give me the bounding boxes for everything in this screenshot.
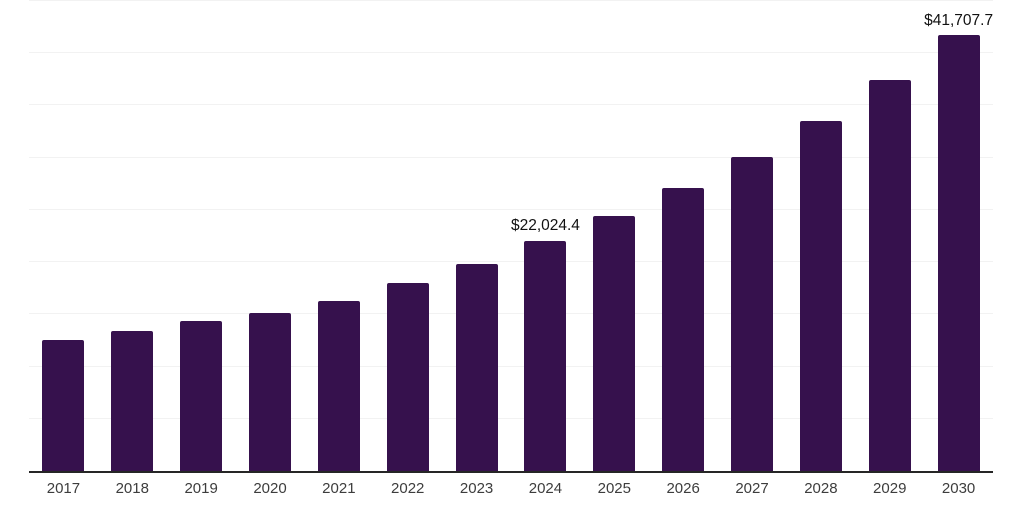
gridline-45000 [29, 0, 993, 1]
bar-2020 [249, 313, 291, 471]
gridline-10000 [29, 365, 993, 367]
x-axis-label-2023: 2023 [459, 480, 494, 497]
bar-2024 [524, 240, 567, 471]
bar-value-label-2024: $22,024.4 [510, 217, 580, 235]
bar-band-2028 [786, 0, 855, 471]
x-axis-label-2025: 2025 [597, 480, 631, 497]
bar-band-2026 [649, 0, 718, 471]
bar-value-label-2030: $41,707.7 [924, 11, 994, 29]
gridline-15000 [29, 313, 993, 315]
gridline-25000 [29, 208, 993, 210]
plot-area: $22,024.4 $41,707.7 [29, 0, 993, 473]
x-axis-label-2027: 2027 [735, 480, 769, 497]
x-axis-label-2030: 2030 [941, 480, 976, 497]
bar-band-2020 [236, 0, 305, 471]
bar-2022 [386, 283, 429, 471]
x-axis-label-2017: 2017 [46, 480, 81, 497]
bar-2029 [868, 80, 911, 471]
x-axis-label-2029: 2029 [873, 480, 907, 497]
gridline-40000 [29, 52, 993, 54]
x-axis-label-2024: 2024 [528, 480, 563, 497]
bar-band-2017 [29, 0, 98, 471]
bar-band-2019 [167, 0, 236, 471]
x-axis-label-2028: 2028 [804, 480, 838, 497]
bar-band-2024: $22,024.4 [511, 0, 580, 471]
bar-band-2030: $41,707.7 [924, 0, 993, 471]
bar-2027 [731, 156, 774, 471]
bar-2028 [799, 121, 842, 471]
bar-band-2018 [98, 0, 167, 471]
bar-band-2023 [442, 0, 511, 471]
x-axis-label-2026: 2026 [666, 480, 700, 497]
bars-container: $22,024.4 $41,707.7 [29, 0, 993, 471]
bar-2026 [662, 187, 705, 471]
x-axis-label-2020: 2020 [253, 480, 287, 497]
bar-2018 [111, 331, 154, 471]
gridline-5000 [29, 417, 993, 419]
gridline-20000 [29, 261, 993, 263]
bar-2030 [937, 35, 980, 471]
bar-2023 [455, 264, 498, 471]
x-axis-labels: 2017 2018 2019 2020 2021 2022 2023 2024 2025 2026… [29, 481, 993, 496]
gridline-35000 [29, 104, 993, 106]
bar-2025 [593, 216, 636, 471]
chart-container: $22,024.4 $41,707.7 2017 2018 2019 2020 2021 2… [29, 0, 993, 512]
bar-2021 [317, 300, 360, 471]
bar-band-2022 [373, 0, 442, 471]
x-axis-label-2018: 2018 [115, 480, 149, 497]
x-axis-label-2022: 2022 [391, 480, 425, 497]
x-axis-label-2021: 2021 [322, 480, 356, 497]
bar-band-2025 [580, 0, 649, 471]
bar-band-2021 [304, 0, 373, 471]
bar-2019 [180, 320, 223, 471]
bar-band-2027 [718, 0, 787, 471]
bar-2017 [42, 340, 85, 471]
bar-band-2029 [855, 0, 924, 471]
x-axis-label-2019: 2019 [184, 480, 218, 497]
gridline-30000 [29, 156, 993, 158]
